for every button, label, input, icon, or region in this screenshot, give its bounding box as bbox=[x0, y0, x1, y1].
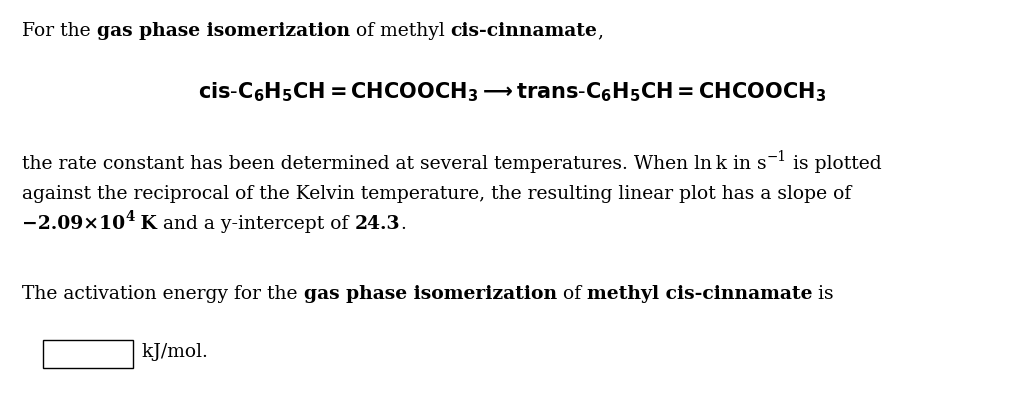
Text: the rate constant has been determined at several temperatures. When ln k in s: the rate constant has been determined at… bbox=[22, 155, 767, 173]
Text: 4: 4 bbox=[125, 210, 134, 224]
Text: is: is bbox=[812, 285, 834, 303]
Text: The activation energy for the: The activation energy for the bbox=[22, 285, 303, 303]
Text: and a y-intercept of: and a y-intercept of bbox=[158, 215, 354, 233]
Text: ,: , bbox=[597, 22, 603, 40]
Text: of methyl: of methyl bbox=[350, 22, 451, 40]
Bar bbox=[43, 340, 133, 368]
Text: against the reciprocal of the Kelvin temperature, the resulting linear plot has : against the reciprocal of the Kelvin tem… bbox=[22, 185, 851, 203]
Text: gas phase isomerization: gas phase isomerization bbox=[96, 22, 350, 40]
Text: cis-cinnamate: cis-cinnamate bbox=[451, 22, 597, 40]
Text: gas phase isomerization: gas phase isomerization bbox=[303, 285, 557, 303]
Text: methyl cis-cinnamate: methyl cis-cinnamate bbox=[587, 285, 812, 303]
Text: kJ/mol.: kJ/mol. bbox=[136, 343, 208, 361]
Text: K: K bbox=[134, 215, 158, 233]
Text: of: of bbox=[557, 285, 587, 303]
Text: −1: −1 bbox=[767, 150, 786, 164]
Text: is plotted: is plotted bbox=[786, 155, 882, 173]
Text: −2.09×10: −2.09×10 bbox=[22, 215, 125, 233]
Text: 24.3: 24.3 bbox=[354, 215, 400, 233]
Text: $\bf{cis\text{-}C_6H_5CH{=}CHCOOCH_3{\longrightarrow}trans\text{-}C_6H_5CH{=}CHC: $\bf{cis\text{-}C_6H_5CH{=}CHCOOCH_3{\lo… bbox=[198, 80, 826, 104]
Text: .: . bbox=[400, 215, 407, 233]
Text: For the: For the bbox=[22, 22, 96, 40]
